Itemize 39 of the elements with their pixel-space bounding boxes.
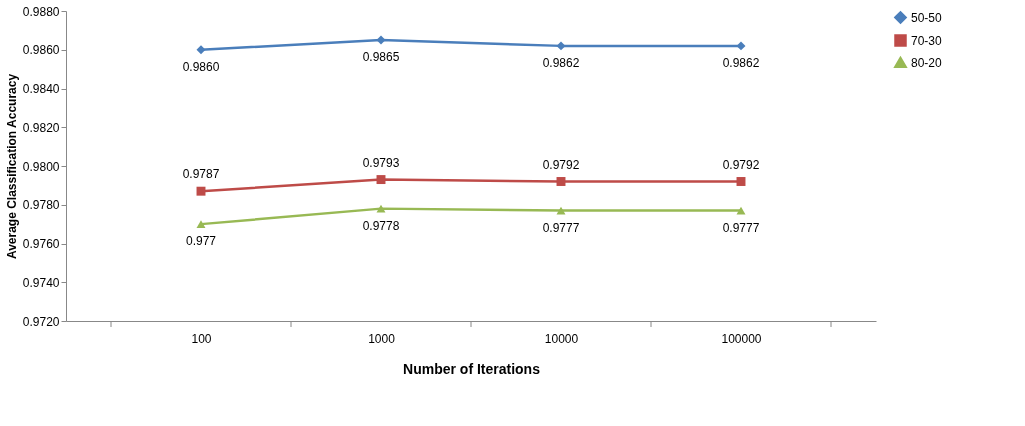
data-label: 0.9862 <box>722 55 760 70</box>
point <box>376 35 386 45</box>
data-label: 0.9860 <box>182 59 220 74</box>
x-tick-label: 1000 <box>368 331 396 346</box>
y-axis-title: Average Classification Accuracy <box>4 73 19 260</box>
y-tick-label: 0.9760 <box>22 237 60 251</box>
point <box>736 177 746 186</box>
point <box>196 186 206 196</box>
y-tick-label: 0.9800 <box>22 159 60 174</box>
legend-label: 70-30 <box>911 33 943 48</box>
y-tick-label: 0.9720 <box>22 314 60 329</box>
data-label: 0.9793 <box>362 155 400 170</box>
data-label: 0.977 <box>185 234 217 249</box>
y-tick-label: 0.9820 <box>22 120 60 135</box>
data-label: 0.9777 <box>542 220 580 235</box>
data-label: 0.9778 <box>362 218 400 233</box>
point <box>376 175 386 185</box>
data-label: 0.9792 <box>542 157 580 172</box>
x-tick-label: 100000 <box>721 331 762 346</box>
point <box>196 45 206 55</box>
data-label: 0.9792 <box>722 157 760 172</box>
data-label: 0.9865 <box>362 50 400 65</box>
y-tick-label: 0.9840 <box>22 82 60 96</box>
y-tick-label: 0.9860 <box>22 43 60 58</box>
data-label: 0.9787 <box>182 167 220 182</box>
point <box>736 41 746 51</box>
point <box>556 41 566 51</box>
x-tick-label: 100 <box>191 331 212 346</box>
x-axis-title: Number of Iterations <box>403 360 541 377</box>
y-tick-label: 0.9740 <box>22 275 60 290</box>
legend-label: 80-20 <box>911 55 943 70</box>
point <box>556 177 566 186</box>
legend-label: 50-50 <box>911 10 943 25</box>
y-tick-label: 0.9880 <box>22 4 60 19</box>
x-tick-label: 10000 <box>544 331 579 346</box>
y-tick-label: 0.9780 <box>22 198 60 213</box>
point <box>196 220 206 228</box>
data-label: 0.9777 <box>722 220 760 235</box>
data-label: 0.9862 <box>542 55 580 70</box>
